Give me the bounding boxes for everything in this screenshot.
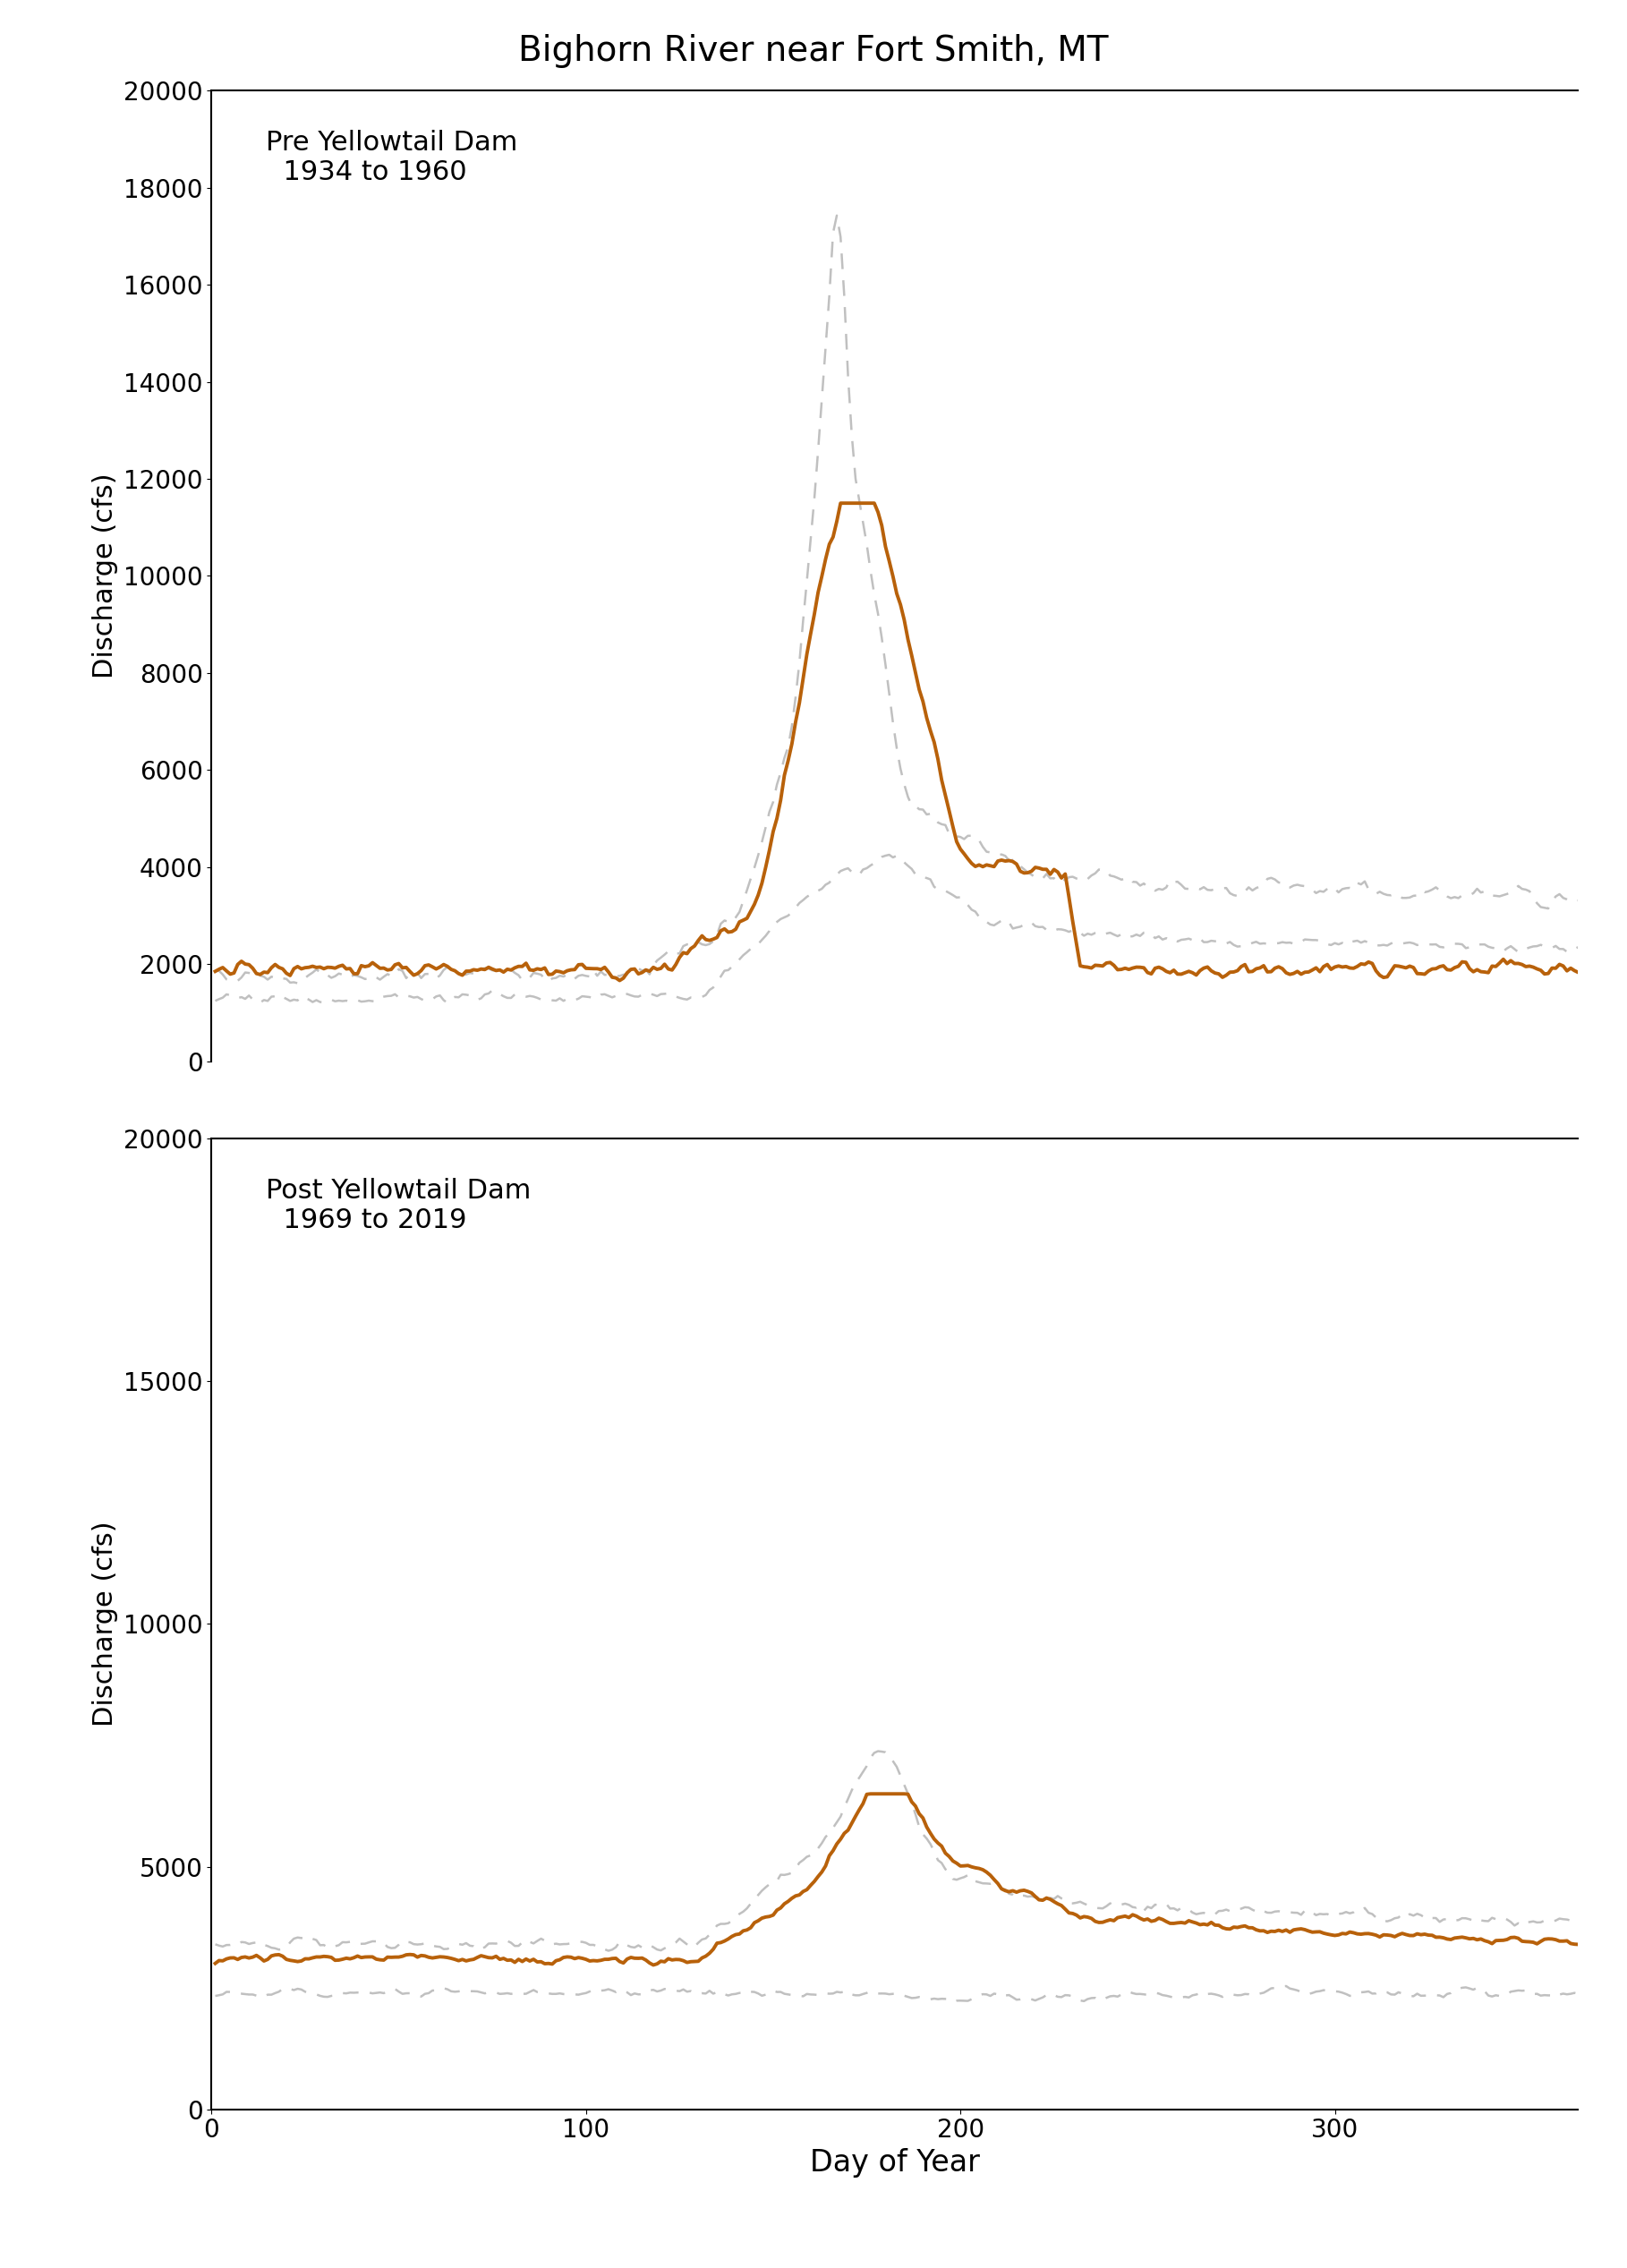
- Y-axis label: Discharge (cfs): Discharge (cfs): [93, 1522, 119, 1726]
- Text: Pre Yellowtail Dam
  1934 to 1960: Pre Yellowtail Dam 1934 to 1960: [267, 129, 517, 186]
- Y-axis label: Discharge (cfs): Discharge (cfs): [93, 474, 119, 678]
- Text: Bighorn River near Fort Smith, MT: Bighorn River near Fort Smith, MT: [519, 34, 1108, 68]
- Text: Post Yellowtail Dam
  1969 to 2019: Post Yellowtail Dam 1969 to 2019: [267, 1177, 532, 1234]
- X-axis label: Day of Year: Day of Year: [810, 2148, 979, 2177]
